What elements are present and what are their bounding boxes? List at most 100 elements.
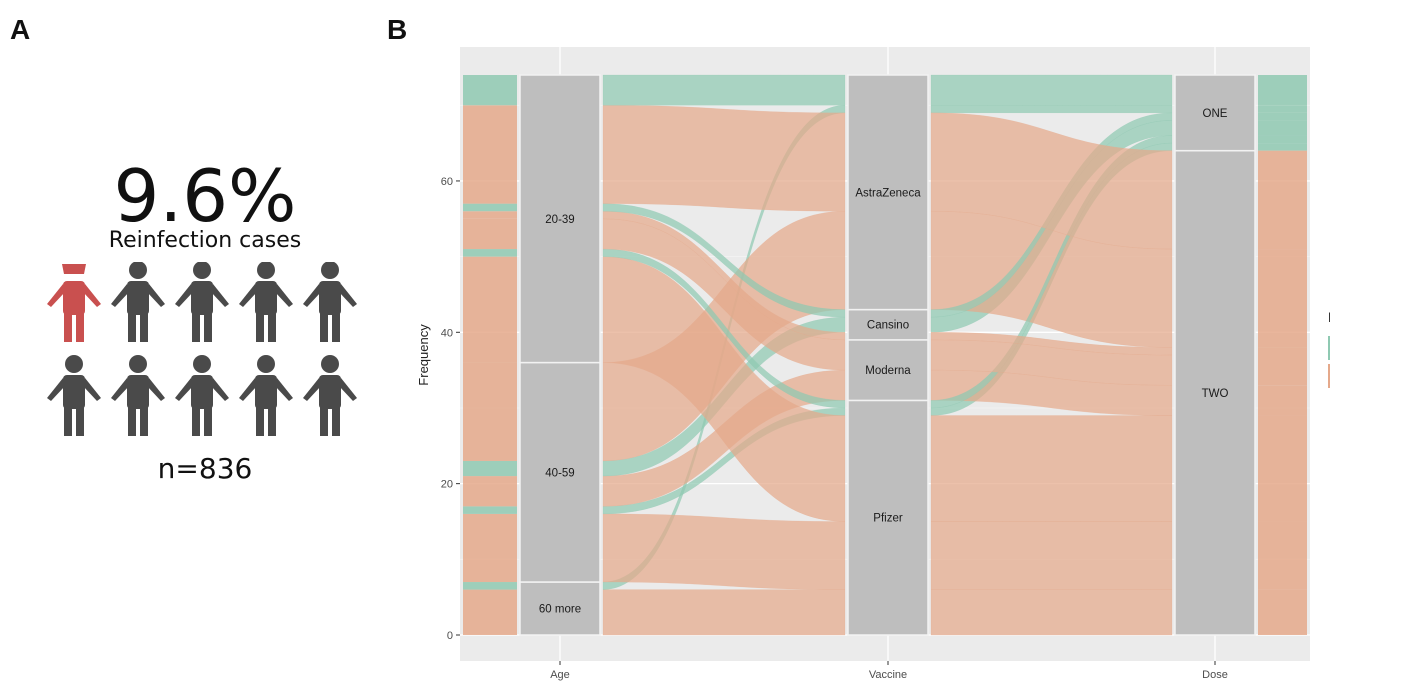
x-tick-label-vaccine: Vaccine <box>869 669 907 681</box>
stratum-label-20-39: 20-39 <box>545 214 574 226</box>
person-icon <box>303 355 357 436</box>
flow-40-59-AstraZeneca-TWO <box>463 210 1307 462</box>
stratum-label-moderna: Moderna <box>865 365 911 377</box>
flow-lode <box>1258 150 1307 250</box>
flow-20-39-Pfizer-TWO <box>463 256 1307 522</box>
flow-ribbon <box>930 210 1173 348</box>
flow-lode <box>463 105 517 204</box>
flow-ribbon <box>602 248 846 409</box>
flow-ribbon <box>930 74 1173 106</box>
person-icon <box>175 355 229 436</box>
flow-lode <box>1258 589 1307 635</box>
flow-60 more-Pfizer-TWO <box>463 589 1307 636</box>
reinfection-summary-panel: 9.6% Reinfection cases n=836 <box>30 150 380 500</box>
stratum-pfizer <box>847 399 929 636</box>
stratum-label-40-59: 40-59 <box>545 467 574 479</box>
flow-ribbon <box>930 105 1173 114</box>
flow-lode <box>1258 105 1307 113</box>
person-icon <box>175 262 229 342</box>
flow-ribbon <box>602 105 846 212</box>
panel-b-label: B <box>387 14 408 45</box>
flow-lode <box>463 476 517 507</box>
flow-20-39-AstraZeneca-TWO <box>463 105 1307 250</box>
stratum-label-astrazeneca: AstraZeneca <box>855 187 921 199</box>
flow-ribbon <box>602 203 846 318</box>
y-axis-title: Frequency <box>416 324 431 386</box>
flow-ribbon <box>930 332 1173 356</box>
person-icon <box>239 355 293 436</box>
stratum-20-39 <box>519 74 601 364</box>
alluvial-chart: 60 more 40-59 20-39 Pfizer Moderna Cansino Ast… <box>416 47 1330 681</box>
flow-ribbon <box>930 112 1173 250</box>
person-icon <box>303 262 357 342</box>
flow-lode <box>463 249 517 257</box>
flow-ribbon <box>930 415 1173 522</box>
flow-40-59-Pfizer-TWO <box>463 513 1307 590</box>
y-tick-label: 60 <box>441 176 453 188</box>
person-icon <box>111 262 165 342</box>
stratum-60-more <box>519 581 601 636</box>
flow-ribbon <box>602 513 846 590</box>
flow-lode <box>1258 75 1307 106</box>
panel-a-label: A <box>10 14 31 45</box>
flow-lode <box>1258 120 1307 136</box>
flow-lode <box>463 218 517 250</box>
stratum-label-one: ONE <box>1203 108 1228 120</box>
flow-lode <box>1258 385 1307 416</box>
person-icon <box>239 262 293 342</box>
flow-lode <box>1258 135 1307 144</box>
stratum-label-60-more: 60 more <box>539 604 581 616</box>
flow-lode <box>463 589 517 635</box>
flow-lode <box>463 582 517 590</box>
person-icon <box>111 355 165 436</box>
flow-ribbon <box>602 210 846 341</box>
stratum-astrazeneca <box>847 74 929 311</box>
flow-ribbon <box>602 218 846 371</box>
flow-ribbon <box>930 339 1173 386</box>
flow-lode <box>463 513 517 583</box>
flow-lode <box>1258 521 1307 590</box>
flow-20-39-Moderna-TWO <box>463 218 1307 386</box>
stratum-label-cansino: Cansino <box>867 320 909 332</box>
flow-lode <box>1258 415 1307 522</box>
flow-20-39-AstraZeneca-ONE <box>463 74 1307 106</box>
person-icon-grid <box>47 262 357 436</box>
reinfection-percentage: 9.6% <box>113 154 297 238</box>
x-tick-label-age: Age <box>550 669 570 681</box>
flow-lode <box>1258 355 1307 386</box>
flow-lode <box>1258 347 1307 355</box>
flow-lode <box>463 506 517 514</box>
flow-lode <box>1258 249 1307 348</box>
flow-ribbon <box>602 589 846 636</box>
person-icon <box>47 355 101 436</box>
flow-lode <box>1258 143 1307 151</box>
flow-ribbon <box>930 589 1173 636</box>
flow-ribbon <box>602 74 846 106</box>
stratum-label-two: TWO <box>1202 388 1229 400</box>
y-tick-label: 0 <box>447 630 453 642</box>
stratum-40-59 <box>519 361 601 583</box>
stratum-label-pfizer: Pfizer <box>873 513 903 525</box>
flow-lode <box>463 75 517 106</box>
flow-20-39-Cansino-TWO <box>463 210 1307 356</box>
legend-swatch-one <box>1328 336 1330 360</box>
legend-swatch-two <box>1328 364 1330 388</box>
y-tick-label: 40 <box>441 327 453 339</box>
flow-lode <box>463 203 517 212</box>
person-icon-highlighted <box>47 264 101 342</box>
x-tick-label-dose: Dose <box>1202 669 1228 681</box>
stratum-moderna <box>847 339 929 402</box>
legend-title: Dose <box>1328 309 1330 325</box>
flow-lode <box>1258 112 1307 121</box>
flow-lode <box>463 362 517 461</box>
stratum-two <box>1174 149 1256 636</box>
flow-lode <box>463 460 517 477</box>
stratum-one <box>1174 74 1256 152</box>
flow-ribbon <box>602 256 846 522</box>
flow-ribbon <box>930 521 1173 590</box>
sample-size-label: n=836 <box>157 452 253 485</box>
flow-lode <box>463 211 517 219</box>
y-tick-label: 20 <box>441 479 453 491</box>
reinfection-subtitle: Reinfection cases <box>108 228 302 253</box>
flow-lode <box>463 256 517 363</box>
